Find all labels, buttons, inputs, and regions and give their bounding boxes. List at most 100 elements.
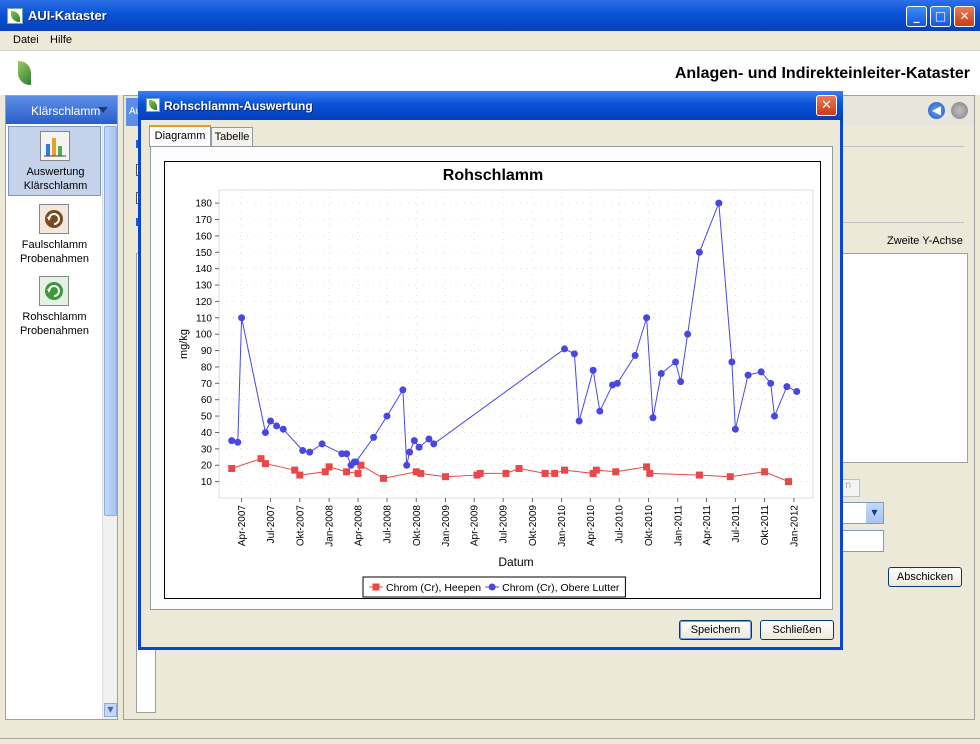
x-axis-label: Datum [498, 555, 533, 569]
data-point [318, 440, 326, 448]
dialog-titlebar[interactable]: Rohschlamm-Auswertung ✕ [138, 91, 843, 120]
y-tick-label: 160 [195, 231, 212, 242]
close-button[interactable]: Schließen [760, 620, 834, 640]
data-point [771, 412, 779, 420]
y-tick-label: 80 [201, 362, 213, 373]
scrollbar-thumb[interactable] [104, 126, 117, 516]
data-point [657, 369, 665, 377]
parameter-select[interactable]: ▼ [840, 502, 884, 524]
data-point [767, 379, 775, 387]
x-tick-label: Okt-2010 [644, 505, 655, 547]
submit-button[interactable]: Abschicken [888, 567, 962, 587]
sidebar-item-faulschlamm-probenahmen[interactable]: Faulschlamm Probenahmen [8, 200, 101, 270]
data-point [273, 422, 281, 430]
data-point [279, 425, 287, 433]
menu-item-datei[interactable]: Datei [13, 34, 39, 46]
data-point [410, 437, 418, 445]
parameter-input[interactable] [840, 530, 884, 552]
dialog-close-button[interactable]: ✕ [816, 95, 837, 116]
data-point [383, 412, 391, 420]
data-point [695, 471, 703, 479]
data-point [403, 461, 411, 469]
scroll-down-arrow-icon[interactable]: ▼ [104, 703, 117, 717]
data-point [612, 468, 620, 476]
y-tick-label: 180 [195, 199, 212, 210]
y-tick-label: 30 [201, 444, 213, 455]
sidebar-category-dropdown[interactable]: Klärschlamm [6, 96, 117, 124]
x-tick-label: Jan-2010 [557, 505, 568, 547]
data-point [417, 469, 425, 477]
data-point [234, 438, 242, 446]
sidebar-scrollbar[interactable]: ▼ [102, 124, 117, 719]
data-point [343, 450, 351, 458]
x-tick-label: Jan-2009 [441, 505, 452, 547]
data-point [476, 469, 484, 477]
x-tick-label: Apr-2011 [702, 505, 713, 546]
data-point [785, 478, 793, 486]
x-tick-label: Jul-2007 [266, 505, 277, 544]
back-arrow-icon[interactable]: ◀ [928, 102, 945, 119]
data-point [261, 460, 269, 468]
x-tick-label: Jul-2011 [731, 505, 742, 543]
data-point [728, 358, 736, 366]
y-tick-label: 60 [201, 395, 213, 406]
data-point [354, 469, 362, 477]
data-point [370, 433, 378, 441]
main-window-titlebar[interactable]: AUI-Kataster _ □ ✕ [0, 0, 980, 31]
data-point [343, 468, 351, 476]
y-tick-label: 170 [195, 215, 212, 226]
tab-content-diagramm: Rohschlamm 10 20 30 40 50 60 70 80 90 100 110 120 13… [150, 146, 833, 610]
x-tick-label: Apr-2009 [470, 505, 481, 547]
data-point [412, 468, 420, 476]
x-tick-label: Okt-2008 [412, 505, 423, 547]
x-tick-label: Jul-2008 [382, 505, 393, 544]
save-button[interactable]: Speichern [679, 620, 752, 640]
x-tick-label: Jan-2008 [325, 505, 336, 547]
chart-grid [219, 190, 813, 498]
data-point [352, 458, 360, 466]
stop-icon[interactable] [951, 102, 968, 119]
minimize-button[interactable]: _ [906, 6, 927, 27]
chevron-down-icon[interactable]: ▼ [866, 503, 883, 523]
close-window-button[interactable]: ✕ [954, 6, 975, 27]
sidebar-item-label: Probenahmen [19, 325, 90, 337]
sidebar-item-label: Klärschlamm [23, 180, 88, 192]
x-tick-label: Jul-2009 [499, 505, 510, 544]
app-logo-icon [7, 8, 23, 24]
data-point [502, 469, 510, 477]
legend-marker [372, 583, 380, 591]
data-point [613, 379, 621, 387]
line-chart: Rohschlamm 10 20 30 40 50 60 70 80 90 100 110 120 13… [178, 167, 814, 598]
data-point [561, 345, 569, 353]
sidebar-item-label: Rohschlamm [22, 311, 87, 323]
y-tick-label: 50 [201, 412, 213, 423]
sidebar-item-auswertung-klaerschlamm[interactable]: Auswertung Klärschlamm [8, 126, 101, 196]
sidebar: Klärschlamm Auswertung Klärschlamm Fa [5, 95, 118, 720]
status-bar [0, 738, 980, 744]
second-y-axis-list[interactable] [840, 253, 968, 463]
legend-entry-label: Chrom (Cr), Obere Lutter [502, 582, 620, 594]
x-tick-label: Jul-2010 [615, 505, 626, 544]
menu-item-hilfe[interactable]: Hilfe [50, 34, 73, 46]
data-point [695, 248, 703, 256]
tab-diagramm[interactable]: Diagramm [149, 125, 211, 147]
page-title: Anlagen- und Indirekteinleiter-Kataster [674, 65, 970, 82]
x-tick-label: Apr-2007 [237, 505, 248, 547]
maximize-button[interactable]: □ [930, 6, 951, 27]
tab-tabelle[interactable]: Tabelle [211, 127, 253, 147]
y-tick-label: 140 [195, 264, 212, 275]
sidebar-category-label: Klärschlamm [31, 104, 101, 118]
data-point [643, 314, 651, 322]
divider [840, 146, 964, 147]
data-point [325, 463, 333, 471]
data-point [744, 371, 752, 379]
data-point [261, 428, 269, 436]
sidebar-item-label: Probenahmen [19, 253, 90, 265]
y-axis: 10 20 30 40 50 60 70 80 90 100 110 120 130 140 150 160 1… [195, 199, 219, 488]
sidebar-item-rohschlamm-probenahmen[interactable]: Rohschlamm Probenahmen [8, 272, 101, 342]
x-tick-label: Apr-2008 [354, 505, 365, 547]
chart-title: Rohschlamm [443, 167, 543, 184]
leaf-logo-icon [14, 59, 36, 89]
data-point [267, 417, 275, 425]
x-tick-label: Okt-2009 [528, 505, 539, 547]
